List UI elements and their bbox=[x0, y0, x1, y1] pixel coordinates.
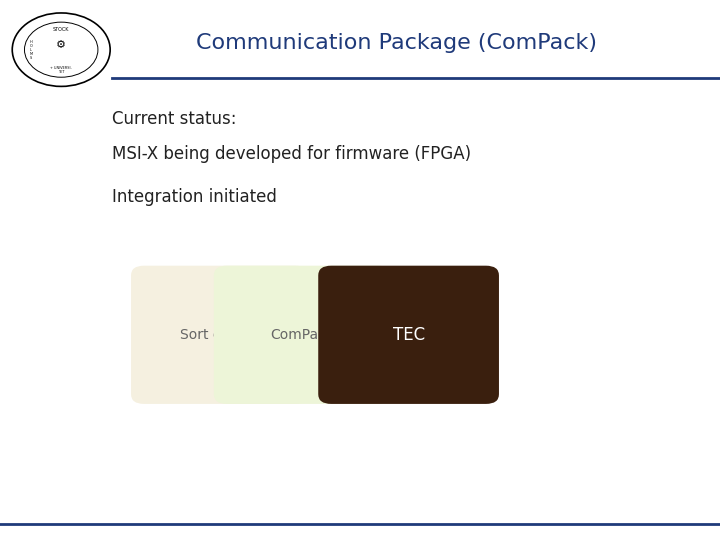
Text: TEC: TEC bbox=[392, 326, 425, 344]
FancyBboxPatch shape bbox=[318, 266, 499, 404]
FancyBboxPatch shape bbox=[131, 266, 308, 404]
Text: STOCK: STOCK bbox=[53, 27, 69, 32]
Text: ComPack: ComPack bbox=[271, 328, 334, 342]
Text: ⚙: ⚙ bbox=[56, 40, 66, 50]
Text: Integration initiated: Integration initiated bbox=[112, 188, 276, 206]
Text: MSI-X being developed for firmware (FPGA): MSI-X being developed for firmware (FPGA… bbox=[112, 145, 471, 163]
Text: Sort engine: Sort engine bbox=[179, 328, 260, 342]
Text: Communication Package (ComPack): Communication Package (ComPack) bbox=[196, 33, 596, 53]
Text: Current status:: Current status: bbox=[112, 110, 236, 128]
Circle shape bbox=[9, 10, 114, 89]
Text: + UNIVERSI-
TET: + UNIVERSI- TET bbox=[50, 65, 72, 74]
FancyBboxPatch shape bbox=[214, 266, 391, 404]
Text: H
O
L
M
S: H O L M S bbox=[30, 39, 32, 60]
